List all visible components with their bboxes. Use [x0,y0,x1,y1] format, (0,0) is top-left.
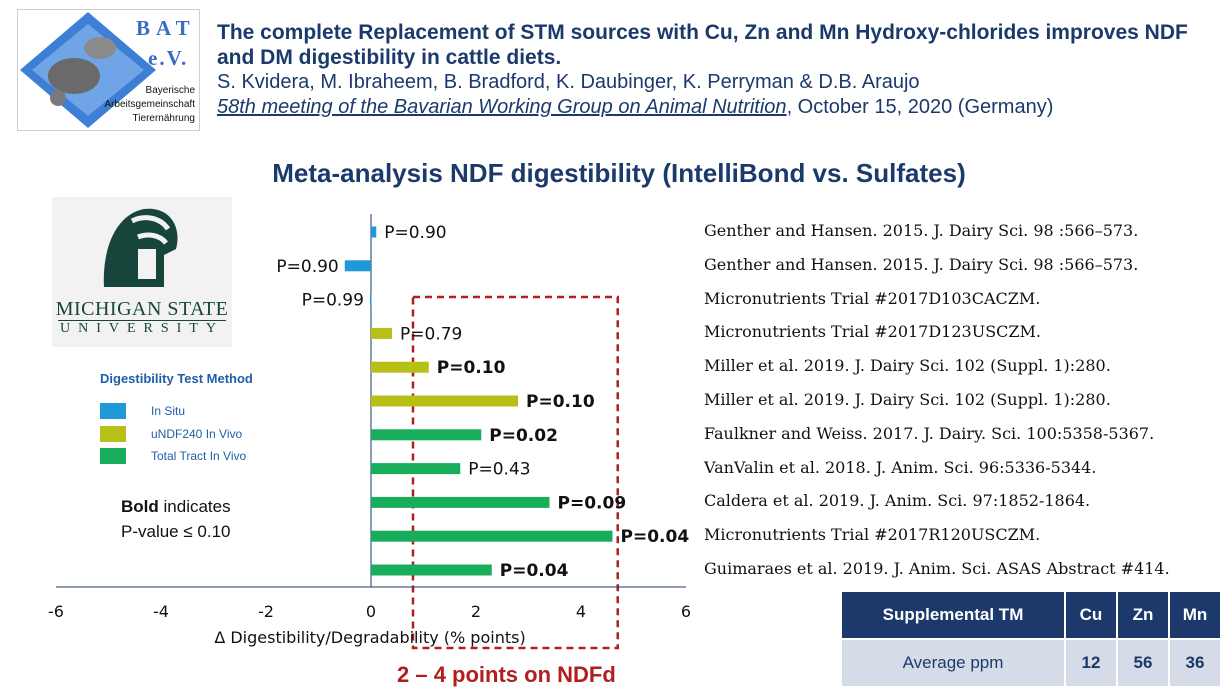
table-row: Average ppm 12 56 36 [842,640,1220,686]
table-header-row: Supplemental TM Cu Zn Mn [842,592,1220,638]
bar [369,294,372,306]
bar [371,429,482,441]
msu-logo: MICHIGAN STATE UNIVERSITY [52,197,232,347]
x-tick-label: 0 [366,602,376,621]
legend-label: uNDF240 In Vivo [151,427,243,441]
data-label: P=0.10 [526,392,595,412]
data-label: P=0.79 [400,324,462,344]
bat-subtitle: e.V. [148,46,189,70]
reference-item: Genther and Hansen. 2015. J. Dairy Sci. … [704,221,1139,240]
legend-label: Total Tract In Vivo [151,449,247,463]
bat-line-1: Bayerische [145,85,195,96]
x-tick-label: 2 [471,602,481,621]
reference-item: Caldera et al. 2019. J. Anim. Sci. 97:18… [704,491,1091,511]
bar [344,260,371,272]
data-label: P=0.04 [500,561,569,581]
table-header-cell: Cu [1066,592,1116,638]
legend-swatch [100,426,126,442]
x-axis-label: Δ Digestibility/Degradability (% points) [214,628,525,647]
x-tick-label: -4 [153,602,169,621]
x-tick-label: 4 [576,602,586,621]
bar [371,395,518,407]
reference-item: Genther and Hansen. 2015. J. Dairy Sci. … [704,254,1139,274]
data-label: P=0.90 [276,257,338,277]
authors: S. Kvidera, M. Ibraheem, B. Bradford, K.… [217,71,920,93]
reference-item: Miller et al. 2019. J. Dairy Sci. 102 (S… [704,390,1111,409]
bar [371,530,613,542]
table-cell: 12 [1066,640,1116,686]
bold-note-rest: indicates [158,497,231,516]
bat-diamond-graphic [20,12,156,128]
meeting-date: , October 15, 2020 (Germany) [786,96,1054,118]
x-tick-label: 6 [681,602,691,621]
bar [371,327,392,339]
reference-item: Micronutrients Trial #2017D123USCZM. [704,322,1041,342]
bar [371,496,550,508]
bat-line-2: Arbeitsgemeinschaft [104,99,195,110]
data-label: P=0.10 [437,358,506,378]
bat-logo: BAT e.V. Bayerische Arbeitsgemeinschaft … [17,9,200,131]
msu-name: MICHIGAN STATE [55,298,229,320]
bat-line-3: Tierernährung [132,113,195,124]
msu-university: UNIVERSITY [60,321,224,336]
bar [371,361,429,373]
chart-title: Meta-analysis NDF digestibility (Intelli… [272,158,966,188]
meeting-line: 58th meeting of the Bavarian Working Gro… [217,96,1053,119]
bat-title: BAT [136,16,196,40]
table-header-cell: Supplemental TM [842,592,1064,638]
legend-label: In Situ [151,404,186,418]
page-title: The complete Replacement of STM sources … [217,21,1188,69]
legend-swatch [100,403,126,419]
legend-swatch [100,448,126,464]
x-tick-label: -6 [48,602,64,621]
spartan-helmet-icon [103,208,178,287]
legend-title: Digestibility Test Method [100,371,253,386]
bar [371,463,461,475]
bold-note-bold: Bold [121,497,159,516]
data-label: P=0.09 [558,493,627,513]
msu-divider [58,320,226,321]
data-label: P=0.99 [302,291,364,311]
bar [371,226,377,238]
data-label: P=0.04 [621,527,690,547]
meeting-name-link[interactable]: 58th meeting of the Bavarian Working Gro… [217,96,787,118]
annotation-text: 2 – 4 points on NDFd [397,662,616,687]
data-label: P=0.02 [489,426,558,446]
table-cell: 36 [1170,640,1220,686]
reference-item: Micronutrients Trial #2017D103CACZM. [704,288,1041,308]
reference-item: Faulkner and Weiss. 2017. J. Dairy. Sci.… [704,423,1155,443]
data-label: P=0.90 [384,223,446,243]
bar-chart: -6 -4 -2 0 2 4 6 Δ Digestibility/Degradability … [48,214,691,650]
bar [371,564,492,576]
bold-note: Bold indicates P-value ≤ 0.10 [121,494,231,544]
reference-item: Miller et al. 2019. J. Dairy Sci. 102 (S… [704,356,1111,376]
supplemental-tm-table: Supplemental TM Cu Zn Mn Average ppm 12 … [840,590,1222,688]
table-header-cell: Zn [1118,592,1168,638]
table-cell: 56 [1118,640,1168,686]
reference-item: VanValin et al. 2018. J. Anim. Sci. 96:5… [704,457,1097,477]
table-header-cell: Mn [1170,592,1220,638]
table-cell: Average ppm [842,640,1064,686]
bold-note-line2: P-value ≤ 0.10 [121,522,231,541]
reference-item: Guimaraes et al. 2019. J. Anim. Sci. ASA… [704,559,1170,578]
reference-item: Micronutrients Trial #2017R120USCZM. [704,525,1041,545]
x-tick-label: -2 [258,602,274,621]
data-label: P=0.43 [468,460,530,480]
